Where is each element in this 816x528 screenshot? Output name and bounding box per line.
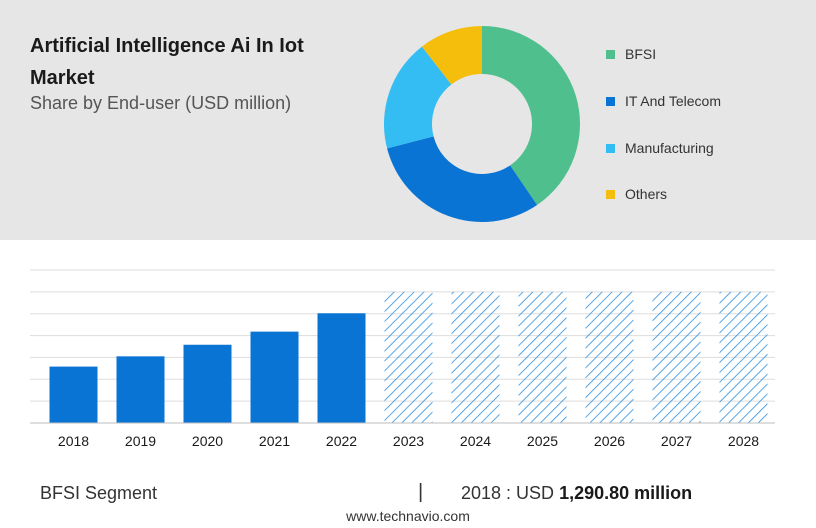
x-tick-label: 2019: [125, 433, 156, 449]
legend-item-bfsi: BFSI: [606, 46, 656, 62]
legend-label: Manufacturing: [625, 140, 714, 156]
legend-item-others: Others: [606, 186, 667, 202]
legend-label: Others: [625, 186, 668, 202]
x-tick-label: 2028: [728, 433, 759, 449]
legend-label: IT And Telecom: [625, 93, 721, 109]
forecast-bar-2026: [585, 291, 634, 423]
footer-separator: |: [418, 481, 424, 503]
legend-item-manufacturing: Manufacturing: [606, 140, 714, 156]
bar-2018: [49, 366, 98, 423]
donut-slice-manufacturing: [384, 46, 452, 149]
x-tick-label: 2020: [192, 433, 223, 449]
forecast-bar-2025: [518, 291, 567, 423]
stat-prefix: 2018 : USD: [461, 483, 560, 503]
bar-2020: [183, 344, 232, 423]
forecast-bar-2027: [652, 291, 701, 423]
x-tick-label: 2023: [393, 433, 424, 449]
x-tick-label: 2024: [460, 433, 491, 449]
legend-swatch: [606, 49, 615, 59]
donut-chart: [384, 26, 580, 222]
legend-item-it-and-telecom: IT And Telecom: [606, 93, 721, 109]
legend-swatch: [606, 143, 615, 153]
forecast-bar-2024: [451, 291, 500, 423]
x-tick-label: 2025: [527, 433, 558, 449]
bar-2021: [250, 331, 299, 423]
donut-slice-it-and-telecom: [387, 136, 538, 222]
donut-slice-bfsi: [482, 26, 580, 206]
bar-chart: 2018 2019 2020 2021 2022 2023 2024 2025 2026 2027…: [30, 269, 775, 449]
x-tick-label: 2026: [594, 433, 625, 449]
bar-2019: [116, 356, 165, 423]
legend-label: BFSI: [625, 46, 657, 62]
legend-swatch: [606, 189, 615, 199]
x-tick-label: 2021: [259, 433, 290, 449]
forecast-bar-2028: [719, 291, 768, 423]
source-url: www.technavio.com: [346, 508, 470, 524]
forecast-bar-2023: [384, 291, 433, 423]
page-subtitle: Share by End-user (USD million): [30, 93, 292, 113]
x-tick-label: 2018: [58, 433, 89, 449]
donut-slice-others: [421, 26, 482, 85]
stat-value: 1,290.80 million: [559, 483, 693, 503]
page-title: Artificial Intelligence Ai In Iot Market: [30, 35, 304, 89]
segment-stat: 2018 : USD 1,290.80 million: [461, 483, 692, 504]
x-tick-label: 2022: [326, 433, 357, 449]
segment-label: BFSI Segment: [40, 483, 158, 503]
bar-2022: [317, 313, 366, 423]
x-tick-label: 2027: [661, 433, 692, 449]
legend-swatch: [606, 96, 615, 106]
